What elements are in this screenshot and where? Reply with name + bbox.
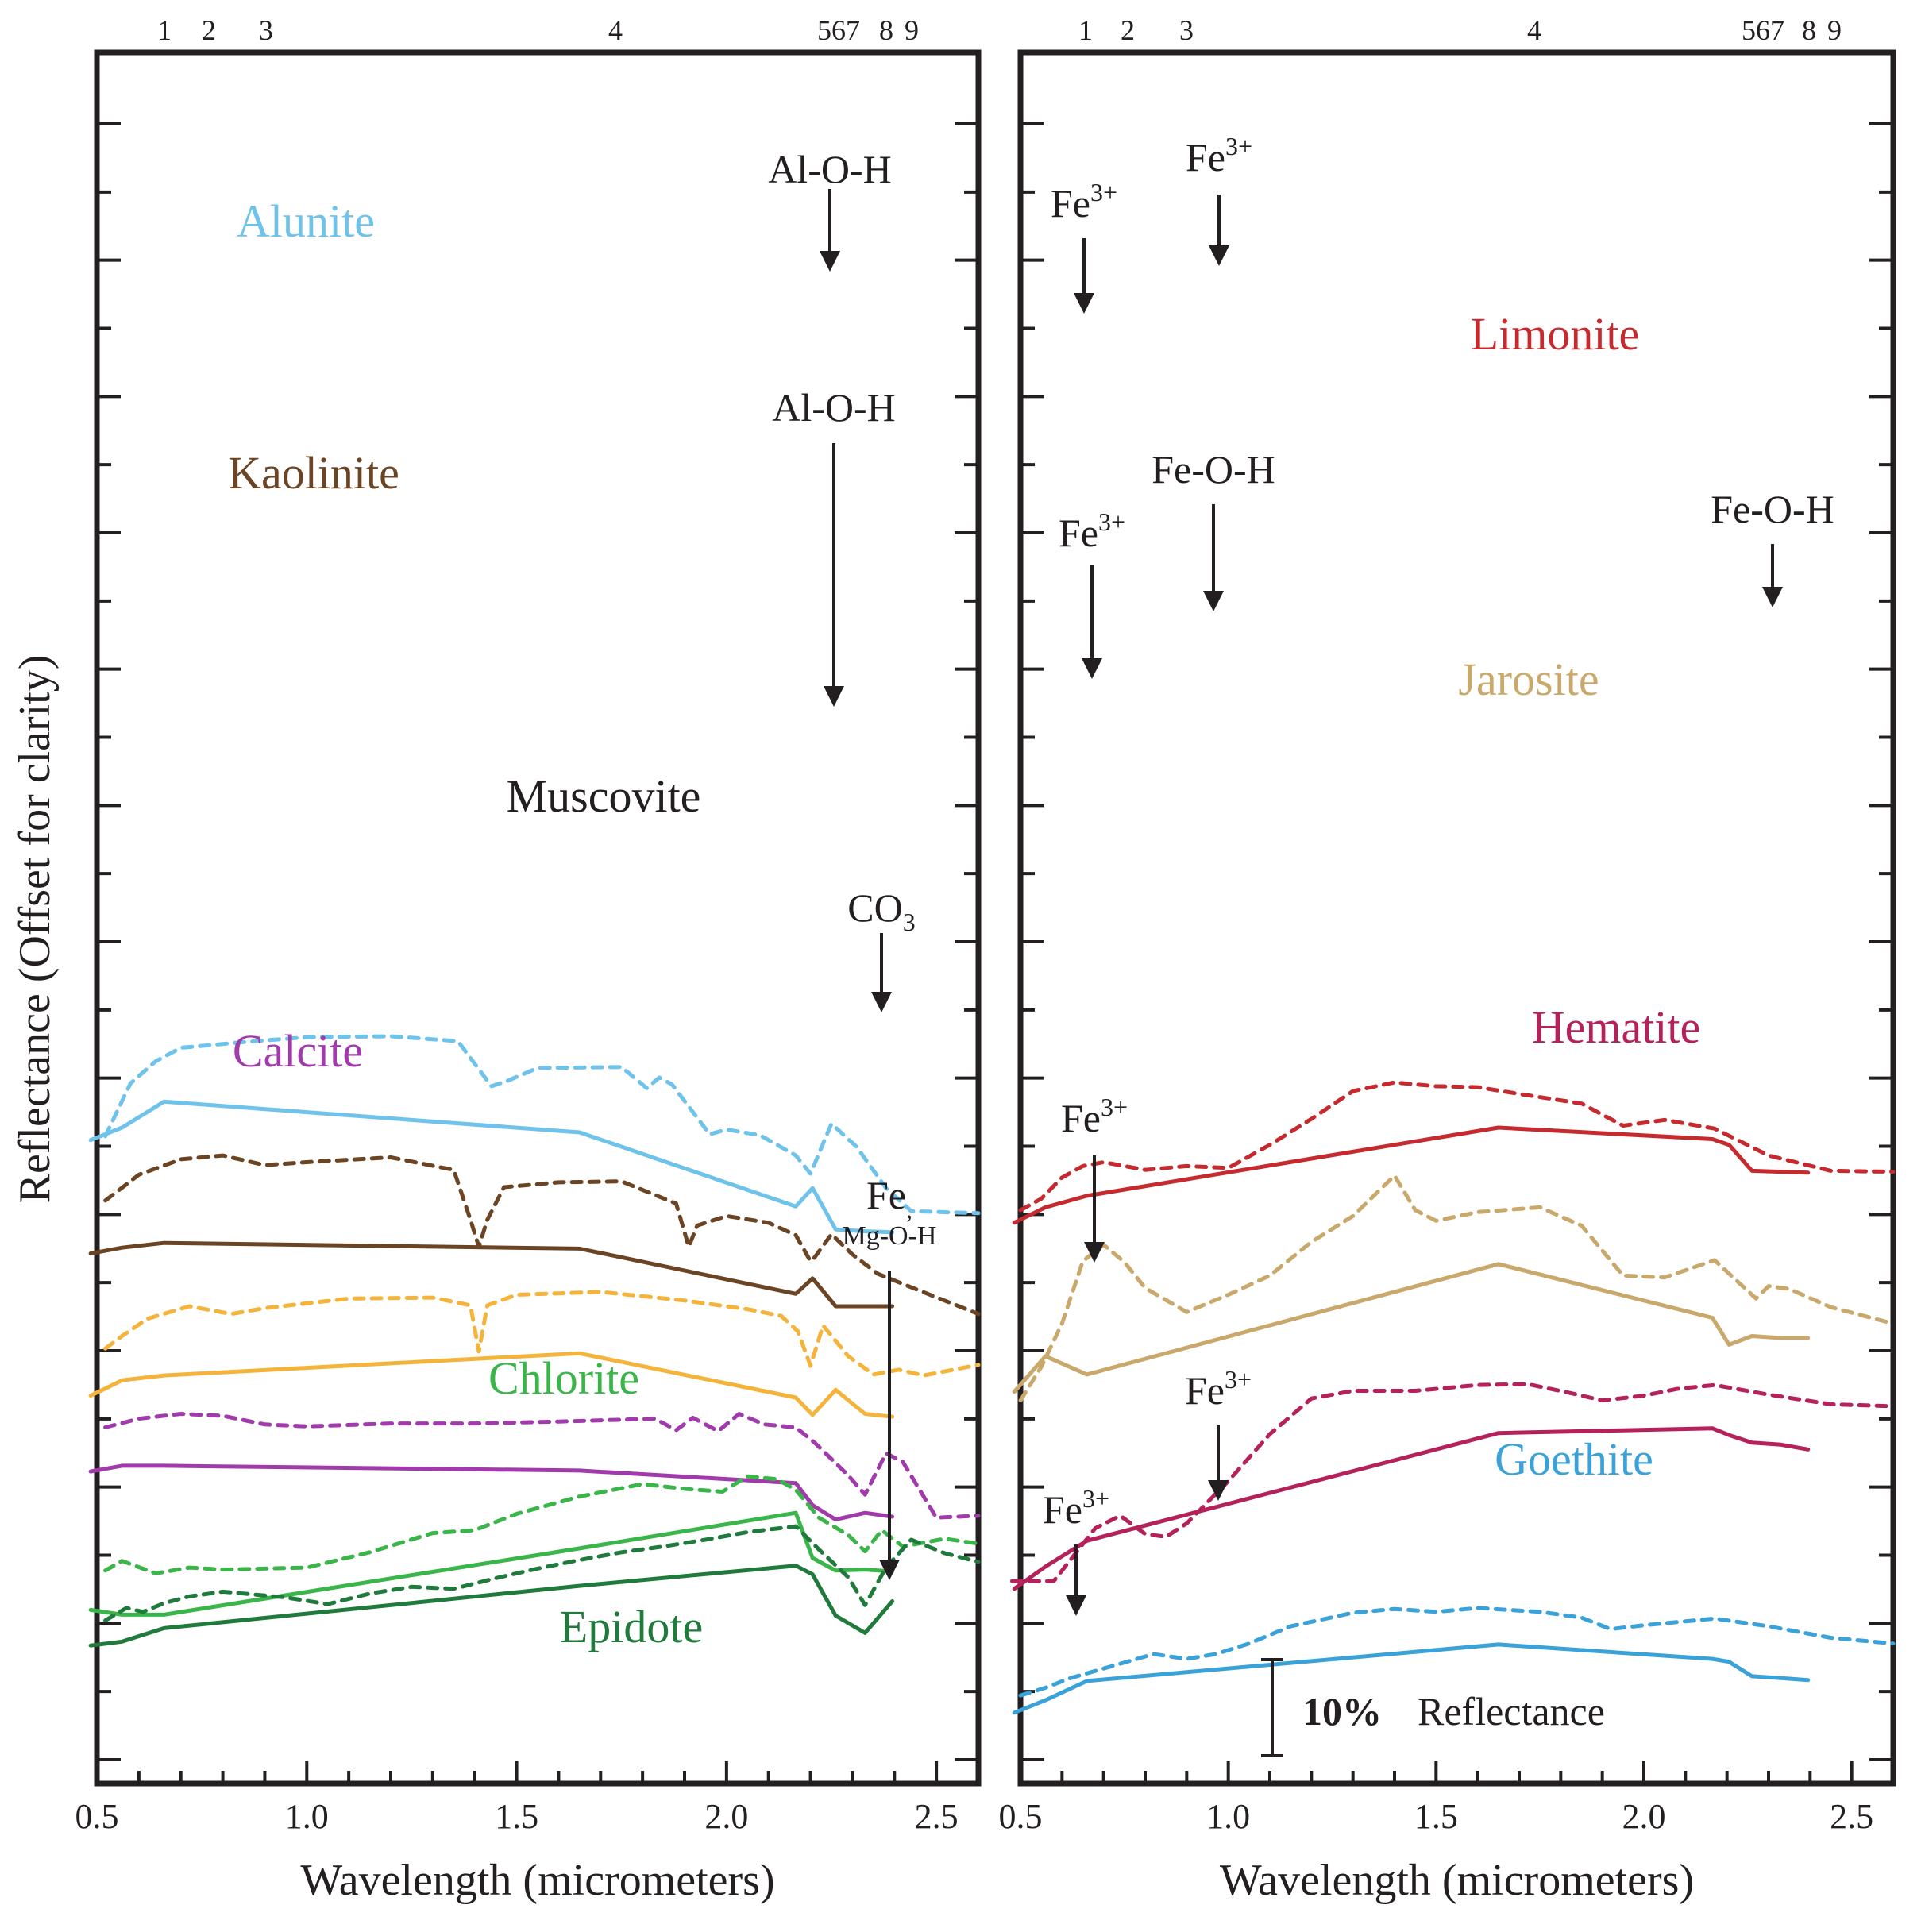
annotation-arrow-head [824, 686, 844, 707]
plot-frame [1017, 49, 1896, 1787]
muscovite-library-curve [103, 1290, 981, 1378]
alunite-label: Alunite [237, 195, 375, 247]
band-number-label: 4 [1527, 14, 1541, 46]
annotation-arrow-head [879, 1560, 900, 1580]
goethite-library-curve [1018, 1606, 1896, 1698]
goethite-label: Goethite [1495, 1433, 1653, 1485]
annotation-superscript: 3+ [1098, 507, 1125, 536]
epidote-library-curve [103, 1524, 981, 1623]
band-number-label: 9 [1827, 14, 1842, 46]
annotation-superscript: 3+ [1101, 1093, 1128, 1121]
band-number-label: 4 [608, 14, 623, 46]
annotation-label: CO3 [847, 885, 915, 936]
alunite-library-curve [103, 1034, 981, 1216]
annotation-label: Fe3+ [1186, 132, 1252, 179]
calcite-library-curve [103, 1412, 981, 1520]
annotation-label: Al-O-H [772, 385, 896, 430]
x-tick-label: 0.5 [999, 1797, 1043, 1836]
x-tick-label: 1.0 [285, 1797, 329, 1836]
jarosite-label: Jarosite [1458, 654, 1599, 705]
hematite-convolved-curve [1012, 1426, 1811, 1591]
chlorite-label: Chlorite [488, 1352, 639, 1404]
annotation-arrow-head [1208, 1480, 1229, 1501]
annotation-arrow-head [1209, 245, 1229, 266]
band-number-label: 2 [1121, 14, 1135, 46]
annotation-superscript: 3+ [1225, 1365, 1252, 1394]
x-tick-label: 2.0 [1622, 1797, 1666, 1836]
band-number-label: 3 [259, 14, 273, 46]
annotation-label: Al-O-H [768, 147, 892, 191]
right-panel: 0.5 1.0 1.5 2.0 2.5 Wavelength (micrometers) 1… [999, 14, 1896, 1905]
limonite-convolved-curve [1012, 1125, 1811, 1225]
annotation-arrow-head [1084, 1242, 1105, 1263]
band-number-label: 3 [1179, 14, 1194, 46]
x-tick-label: 2.5 [915, 1797, 959, 1836]
goethite-convolved-curve [1012, 1642, 1811, 1715]
annotation-arrow-head [1082, 658, 1102, 679]
plot-frame [94, 49, 982, 1787]
annotation-subscript: , [906, 1195, 912, 1224]
band-number-label: 2 [202, 14, 216, 46]
calcite-label: Calcite [233, 1025, 363, 1077]
scale-bar-text: Reflectance [1418, 1689, 1605, 1733]
annotation-superscript: 3+ [1082, 1484, 1109, 1513]
x-axis-title: Wavelength (micrometers) [300, 1856, 774, 1905]
calcite-convolved-curve [88, 1463, 895, 1522]
epidote-convolved-curve [88, 1564, 895, 1648]
x-axis-title: Wavelength (micrometers) [1220, 1856, 1694, 1905]
annotation-label: Fe3+ [1061, 1093, 1128, 1140]
y-axis-title: Reflectance (Offset for clarity) [10, 655, 60, 1204]
kaolinite-convolved-curve [88, 1240, 895, 1309]
annotation-arrow-head [871, 992, 892, 1012]
x-tick-label: 2.5 [1830, 1797, 1873, 1836]
annotation-label: Fe3+ [1059, 507, 1125, 555]
annotation-subscript: 3 [903, 908, 916, 936]
band-number-label: 1 [1078, 14, 1093, 46]
band-number-label: 8 [1802, 14, 1816, 46]
band-number-label: 567 [817, 14, 860, 46]
annotation-arrow-head [1203, 591, 1224, 611]
x-tick-label: 1.0 [1206, 1797, 1250, 1836]
band-number-label: 567 [1742, 14, 1784, 46]
annotation-superscript: 3+ [1090, 178, 1117, 206]
muscovite-convolved-curve [88, 1351, 895, 1419]
jarosite-library-curve [1018, 1174, 1896, 1403]
hematite-library-curve [1010, 1382, 1896, 1583]
annotation-label-line2: Mg-O-H [843, 1221, 937, 1251]
annotation-label: Fe, [866, 1173, 912, 1224]
annotation-arrow-head [1066, 1595, 1086, 1616]
muscovite-label: Muscovite [507, 770, 701, 822]
jarosite-convolved-curve [1012, 1262, 1811, 1394]
x-tick-label: 2.0 [704, 1797, 748, 1836]
annotation-label: Fe3+ [1043, 1484, 1109, 1532]
limonite-library-curve [1018, 1080, 1896, 1213]
annotation-arrow-head [1074, 293, 1094, 314]
alunite-convolved-curve [88, 1099, 895, 1235]
band-number-label: 9 [905, 14, 919, 46]
annotation-label: Fe3+ [1185, 1365, 1252, 1413]
x-tick-label: 0.5 [75, 1797, 119, 1836]
chlorite-convolved-curve [88, 1510, 895, 1617]
annotation-arrow-head [820, 251, 840, 272]
band-number-label: 8 [879, 14, 893, 46]
annotation-arrow-head [1762, 587, 1783, 607]
kaolinite-library-curve [103, 1153, 981, 1317]
annotation-label: Fe-O-H [1711, 487, 1834, 531]
scale-bar-value: 10% [1302, 1689, 1382, 1733]
chlorite-library-curve [103, 1474, 981, 1575]
kaolinite-label: Kaolinite [228, 447, 399, 499]
x-tick-label: 1.5 [1414, 1797, 1458, 1836]
annotation-label: Fe-O-H [1152, 447, 1275, 492]
annotation-label: Fe3+ [1051, 178, 1117, 226]
limonite-label: Limonite [1471, 308, 1640, 360]
annotation-superscript: 3+ [1225, 132, 1252, 160]
left-panel: 0.5 1.0 1.5 2.0 2.5 Wavelength (micrometers) 1… [75, 14, 982, 1905]
epidote-label: Epidote [560, 1601, 703, 1652]
x-tick-label: 1.5 [495, 1797, 538, 1836]
hematite-label: Hematite [1532, 1001, 1701, 1053]
band-number-label: 1 [157, 14, 172, 46]
